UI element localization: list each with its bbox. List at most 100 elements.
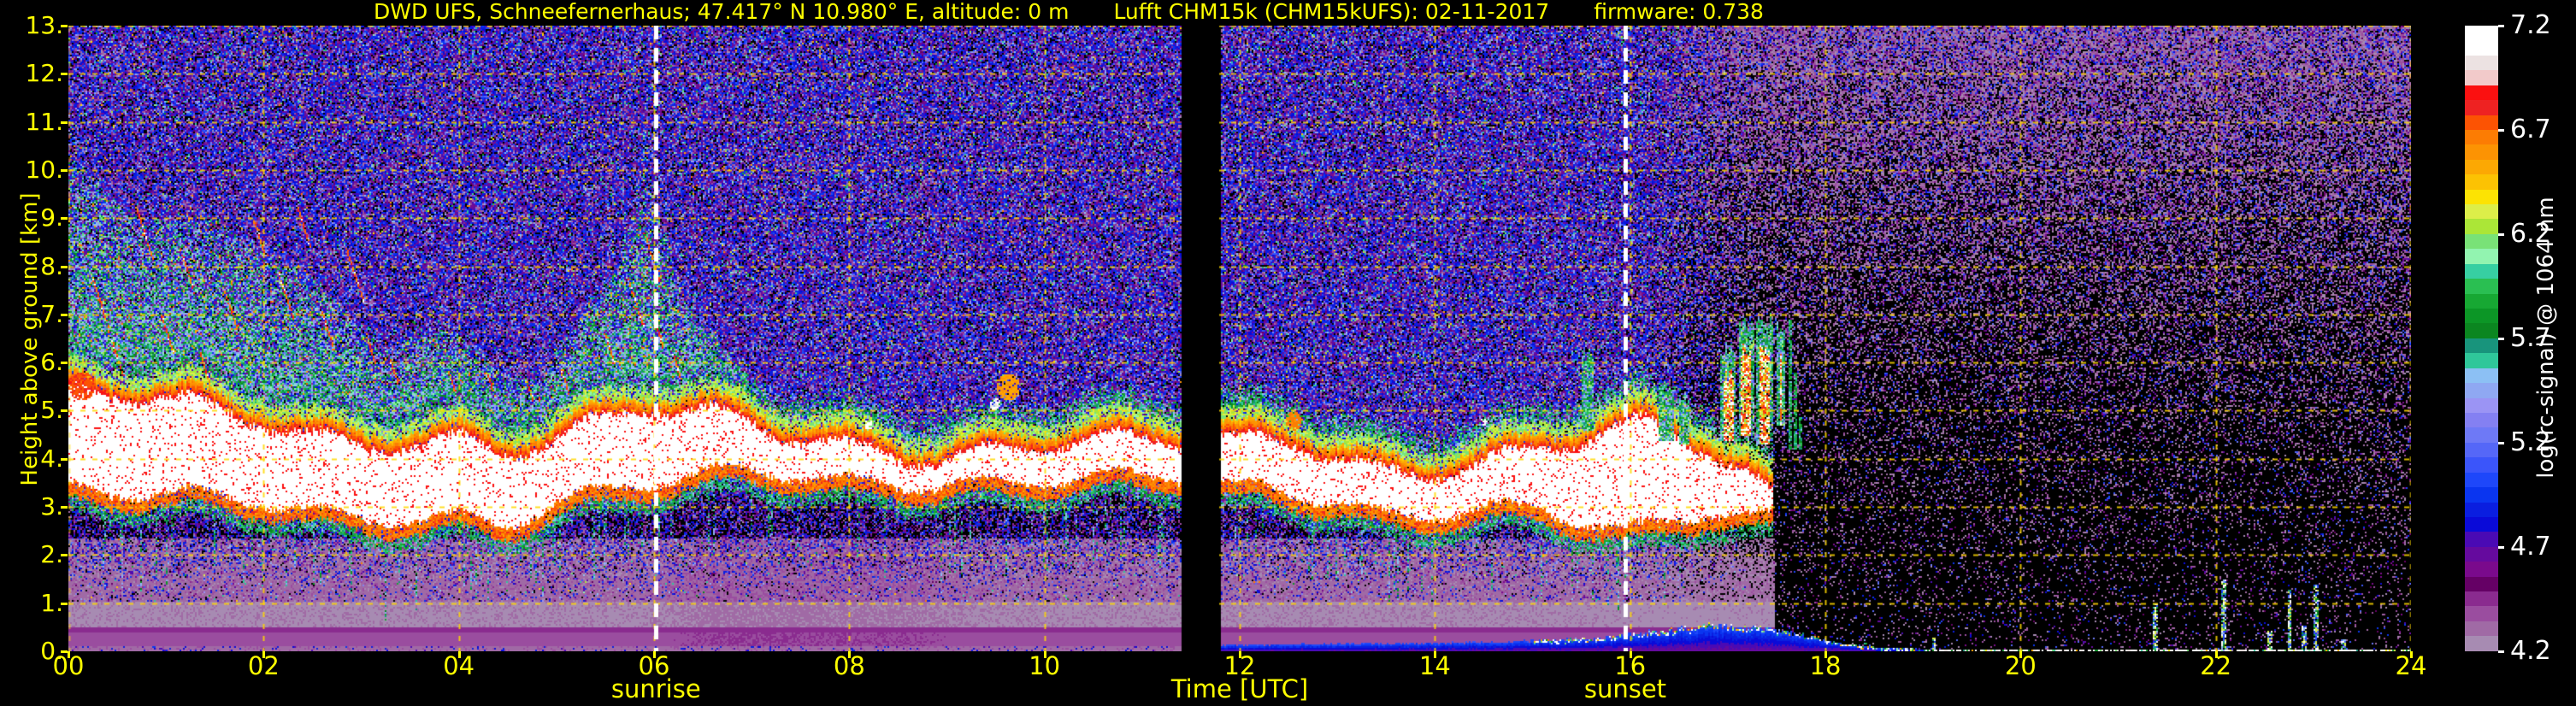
x-tick-mark — [1434, 651, 1437, 658]
y-tick-mark — [61, 313, 68, 316]
colorbar-band — [2465, 100, 2498, 115]
x-tick-mark — [1043, 651, 1046, 658]
y-tick-mark — [61, 121, 68, 124]
colorbar-band — [2465, 55, 2498, 71]
plot-title: DWD UFS, Schneefernerhaus; 47.417° N 10.… — [68, 0, 2069, 24]
colorbar-band — [2465, 309, 2498, 324]
colorbar-band — [2465, 129, 2498, 145]
colorbar-tick-label: 6.7 — [2510, 115, 2551, 144]
y-tick-mark — [61, 602, 68, 605]
sunset-label: sunset — [1583, 674, 1667, 703]
colorbar-band — [2465, 233, 2498, 250]
colorbar-band — [2465, 636, 2498, 651]
colorbar-band — [2465, 263, 2498, 279]
colorbar-band — [2465, 442, 2498, 458]
y-tick-label: 7. — [40, 299, 63, 328]
y-tick-mark — [61, 265, 68, 268]
x-tick-mark — [848, 651, 852, 658]
colorbar-band — [2465, 219, 2498, 234]
colorbar — [2465, 26, 2498, 651]
colorbar-band — [2465, 487, 2498, 503]
x-tick-mark — [2019, 651, 2023, 658]
y-tick-label: 8. — [40, 251, 63, 280]
y-tick-mark — [61, 506, 68, 509]
y-tick-mark — [61, 650, 68, 653]
y-tick-label: 13. — [25, 11, 63, 39]
colorbar-band — [2465, 457, 2498, 473]
title-firmware: firmware: 0.738 — [1594, 0, 1764, 24]
colorbar-band — [2465, 353, 2498, 368]
x-tick-mark — [1629, 651, 1632, 658]
y-tick-mark — [61, 409, 68, 413]
y-tick-label: 12. — [25, 59, 63, 88]
x-tick-mark — [2410, 651, 2413, 658]
x-tick-mark — [2214, 651, 2218, 658]
colorbar-tick-mark — [2498, 442, 2504, 444]
colorbar-band — [2465, 383, 2498, 398]
colorbar-band — [2465, 427, 2498, 443]
colorbar-tick-mark — [2498, 650, 2504, 653]
x-tick-mark — [1239, 651, 1241, 658]
colorbar-tick-mark — [2498, 129, 2504, 132]
y-tick-mark — [61, 168, 68, 172]
colorbar-band — [2465, 606, 2498, 621]
y-tick-label: 3. — [40, 492, 63, 521]
colorbar-tick-mark — [2498, 546, 2504, 549]
colorbar-tick-label: 6.2 — [2510, 219, 2551, 249]
colorbar-band — [2465, 472, 2498, 488]
y-tick-label: 9. — [40, 203, 63, 232]
colorbar-band — [2465, 144, 2498, 160]
title-station: DWD UFS, Schneefernerhaus; 47.417° N 10.… — [374, 0, 1070, 24]
colorbar-band — [2465, 323, 2498, 338]
colorbar-band — [2465, 397, 2498, 413]
y-tick-label: 4. — [40, 444, 63, 473]
colorbar-band — [2465, 279, 2498, 294]
colorbar-tick-mark — [2498, 233, 2504, 236]
y-tick-mark — [61, 362, 68, 365]
colorbar-band — [2465, 516, 2498, 532]
colorbar-band — [2465, 502, 2498, 517]
colorbar-band — [2465, 204, 2498, 220]
colorbar-band — [2465, 576, 2498, 592]
x-tick-mark — [68, 651, 70, 658]
y-tick-label: 10. — [25, 155, 63, 184]
colorbar-band — [2465, 26, 2498, 41]
colorbar-band — [2465, 85, 2498, 101]
colorbar-band — [2465, 115, 2498, 130]
colorbar-tick-label: 4.2 — [2510, 636, 2551, 666]
y-tick-label: 5. — [40, 396, 63, 425]
colorbar-band — [2465, 412, 2498, 428]
y-tick-label: 2. — [40, 540, 63, 569]
y-tick-label: 6. — [40, 348, 63, 377]
x-tick-mark — [653, 651, 656, 658]
colorbar-band — [2465, 338, 2498, 354]
sunrise-label: sunrise — [610, 674, 701, 703]
x-tick-mark — [1824, 651, 1827, 658]
y-tick-mark — [61, 457, 68, 461]
y-tick-mark — [61, 25, 68, 27]
y-tick-label: 0. — [40, 637, 63, 665]
colorbar-tick-mark — [2498, 25, 2504, 27]
colorbar-tick-mark — [2498, 338, 2504, 340]
colorbar-band — [2465, 159, 2498, 175]
colorbar-band — [2465, 249, 2498, 264]
x-tick-mark — [457, 651, 461, 658]
colorbar-tick-label: 4.7 — [2510, 532, 2551, 562]
y-tick-mark — [61, 554, 68, 557]
x-axis-title: Time [UTC] — [1170, 674, 1309, 703]
colorbar-band — [2465, 621, 2498, 637]
colorbar-band — [2465, 591, 2498, 607]
colorbar-band — [2465, 174, 2498, 190]
colorbar-tick-label: 7.2 — [2510, 10, 2551, 40]
x-tick-mark — [262, 651, 266, 658]
y-tick-label: 11. — [25, 107, 63, 136]
colorbar-band — [2465, 189, 2498, 205]
colorbar-band — [2465, 40, 2498, 56]
colorbar-band — [2465, 70, 2498, 85]
colorbar-band — [2465, 293, 2498, 309]
y-tick-mark — [61, 217, 68, 221]
colorbar-tick-label: 5.7 — [2510, 323, 2551, 353]
y-tick-label: 1. — [40, 588, 63, 617]
colorbar-band — [2465, 368, 2498, 384]
colorbar-band — [2465, 546, 2498, 562]
